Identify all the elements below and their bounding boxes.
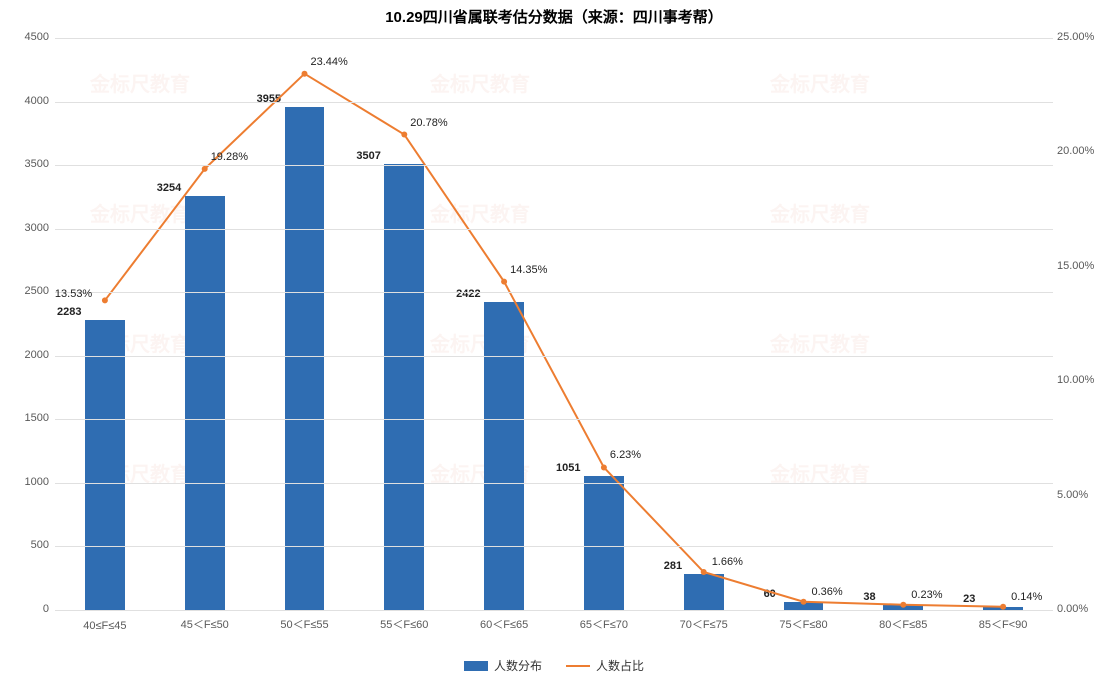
gridline bbox=[55, 546, 1053, 547]
line-value-label: 23.44% bbox=[311, 56, 348, 68]
legend-label-line: 人数占比 bbox=[596, 657, 644, 674]
gridline bbox=[55, 610, 1053, 611]
y-left-tick: 4000 bbox=[7, 95, 49, 107]
x-category-label: 85＜F<90 bbox=[943, 616, 1063, 632]
line-marker bbox=[801, 599, 807, 605]
y-left-tick: 500 bbox=[7, 539, 49, 551]
chart-title: 10.29四川省属联考估分数据（来源：四川事考帮） bbox=[0, 0, 1108, 27]
line-value-label: 0.36% bbox=[812, 586, 843, 598]
gridline bbox=[55, 38, 1053, 39]
gridline bbox=[55, 165, 1053, 166]
legend-swatch-line bbox=[566, 665, 590, 667]
y-left-tick: 2500 bbox=[7, 285, 49, 297]
plot-region: 228340≤F≤45325445＜F≤50395550＜F≤55350755＜… bbox=[55, 38, 1053, 610]
y-left-tick: 2000 bbox=[7, 349, 49, 361]
line-value-label: 20.78% bbox=[410, 117, 447, 129]
line-marker bbox=[601, 464, 607, 470]
line-value-label: 0.23% bbox=[911, 589, 942, 601]
y-left-tick: 1500 bbox=[7, 412, 49, 424]
line-marker bbox=[202, 166, 208, 172]
gridline bbox=[55, 102, 1053, 103]
line-marker bbox=[102, 297, 108, 303]
y-right-tick: 10.00% bbox=[1057, 374, 1105, 386]
line-marker bbox=[302, 71, 308, 77]
y-right-tick: 15.00% bbox=[1057, 260, 1105, 272]
line-marker bbox=[900, 602, 906, 608]
gridline bbox=[55, 356, 1053, 357]
y-left-tick: 1000 bbox=[7, 476, 49, 488]
line-value-label: 0.14% bbox=[1011, 591, 1042, 603]
gridline bbox=[55, 419, 1053, 420]
legend-swatch-bar bbox=[464, 661, 488, 671]
y-left-tick: 3000 bbox=[7, 222, 49, 234]
y-right-tick: 5.00% bbox=[1057, 489, 1105, 501]
y-right-tick: 0.00% bbox=[1057, 603, 1105, 615]
line-value-label: 19.28% bbox=[211, 151, 248, 163]
gridline bbox=[55, 229, 1053, 230]
line-value-label: 1.66% bbox=[712, 556, 743, 568]
legend-item-line: 人数占比 bbox=[566, 657, 644, 674]
legend: 人数分布 人数占比 bbox=[0, 657, 1108, 674]
line-value-label: 13.53% bbox=[55, 288, 92, 300]
line-value-label: 14.35% bbox=[510, 264, 547, 276]
y-left-tick: 4500 bbox=[7, 31, 49, 43]
line-marker bbox=[401, 132, 407, 138]
y-right-tick: 25.00% bbox=[1057, 31, 1105, 43]
line-marker bbox=[1000, 604, 1006, 610]
chart-area: 金标尺教育 金标尺教育 金标尺教育 金标尺教育 金标尺教育 金标尺教育 金标尺教… bbox=[0, 28, 1108, 640]
line-marker bbox=[501, 279, 507, 285]
y-right-tick: 20.00% bbox=[1057, 145, 1105, 157]
line-marker bbox=[701, 569, 707, 575]
line-layer bbox=[55, 38, 1053, 610]
gridline bbox=[55, 483, 1053, 484]
line-value-label: 6.23% bbox=[610, 449, 641, 461]
legend-item-bars: 人数分布 bbox=[464, 657, 542, 674]
y-left-tick: 3500 bbox=[7, 158, 49, 170]
legend-label-bars: 人数分布 bbox=[494, 657, 542, 674]
y-left-tick: 0 bbox=[7, 603, 49, 615]
gridline bbox=[55, 292, 1053, 293]
